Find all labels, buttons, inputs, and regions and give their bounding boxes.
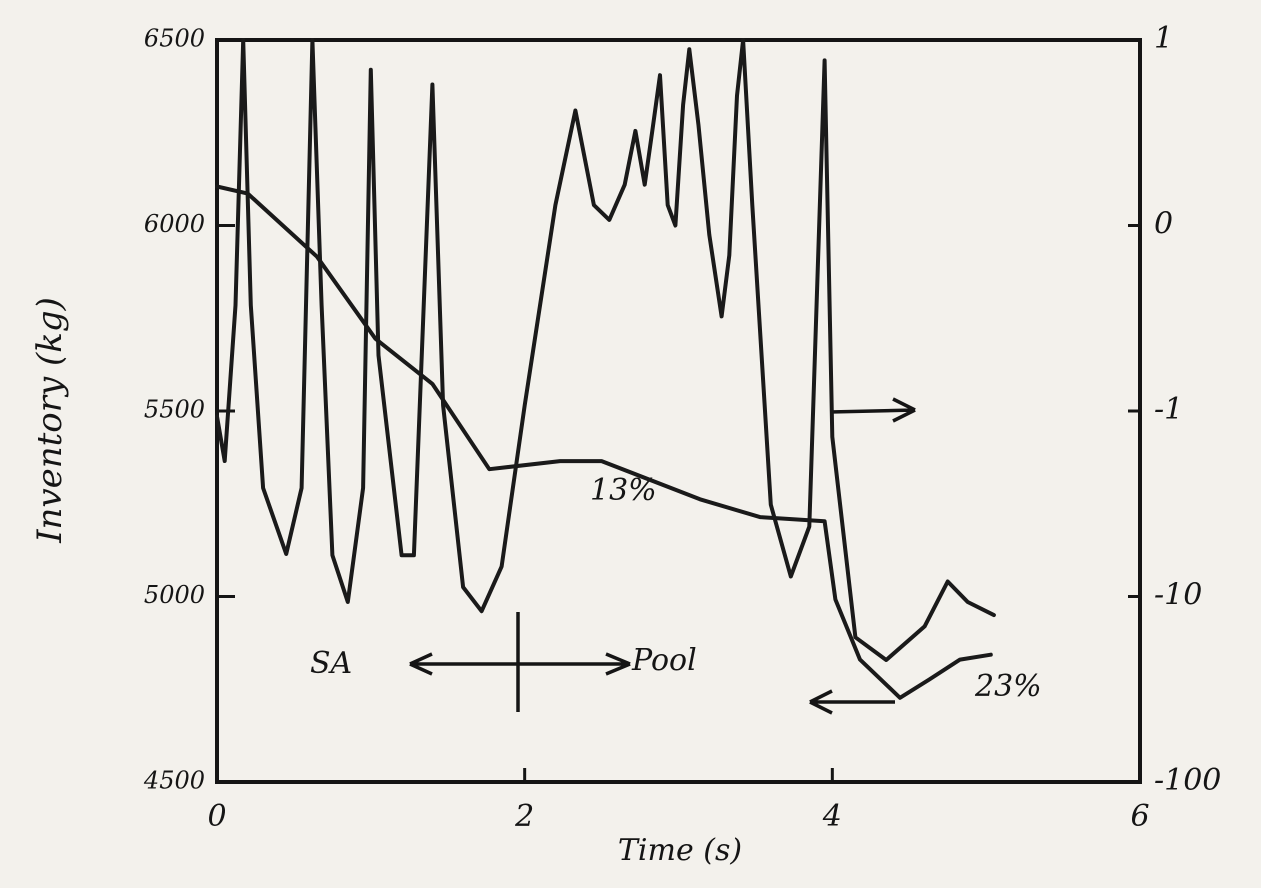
annotation: Pool — [631, 643, 697, 678]
y2-tick-label: 0 — [1154, 207, 1173, 242]
y-axis-label: Inventory (kg) — [30, 297, 70, 544]
annotation: 23% — [974, 669, 1042, 704]
y2-tick-label: -100 — [1154, 763, 1221, 798]
x-tick-label: 0 — [207, 799, 226, 834]
x-axis-label: Time (s) — [618, 833, 742, 868]
y-tick-label: 6500 — [144, 25, 205, 53]
y2-tick-label: -1 — [1154, 392, 1183, 427]
data-line — [215, 38, 996, 662]
y2-tick-label: -10 — [1154, 578, 1202, 613]
y-tick-label: 4500 — [143, 767, 205, 795]
data-line — [215, 184, 993, 700]
x-tick-label: 6 — [1130, 799, 1149, 834]
x-tick-label: 4 — [822, 799, 842, 834]
y-tick-label: 5500 — [144, 396, 205, 424]
arrow — [409, 652, 631, 676]
y-tick-label: 5000 — [144, 581, 205, 609]
annotation: SA — [310, 646, 352, 681]
arrow — [809, 689, 895, 715]
arrow — [829, 397, 916, 423]
x-tick-label: 2 — [514, 799, 534, 834]
y2-tick-label: 1 — [1154, 21, 1173, 56]
y-tick-label: 6000 — [144, 210, 205, 238]
